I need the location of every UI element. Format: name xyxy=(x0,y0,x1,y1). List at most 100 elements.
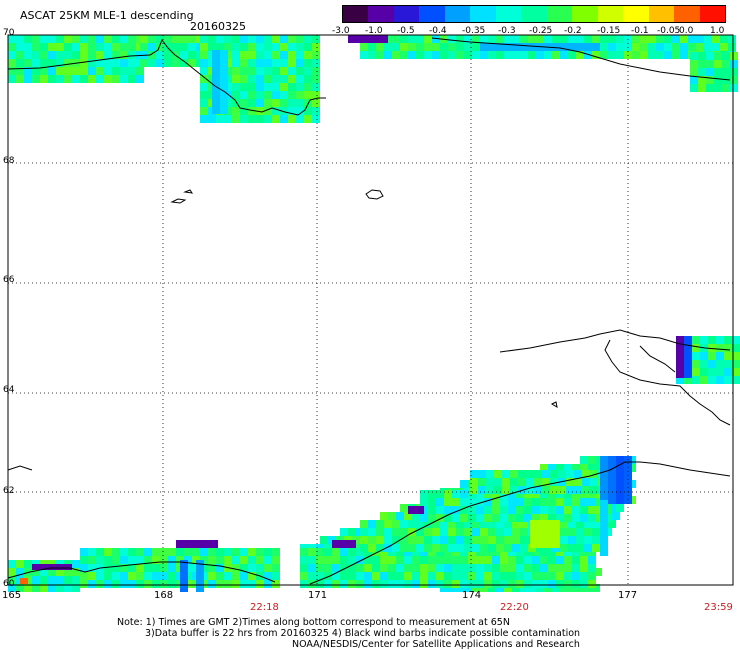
swath-cell xyxy=(714,76,722,84)
swath-cell xyxy=(540,498,548,506)
swath-cell xyxy=(200,83,208,91)
swath-cell xyxy=(560,544,568,552)
swath-cell xyxy=(564,498,572,506)
swath-cell xyxy=(316,548,324,556)
swath-cell xyxy=(120,59,128,67)
swath-cell xyxy=(468,498,476,506)
swath-cell xyxy=(716,376,724,384)
swath-cell xyxy=(8,75,16,83)
swath-cell xyxy=(240,115,248,123)
swath-cell xyxy=(16,51,24,59)
swath-cell xyxy=(316,580,324,588)
swath-cell xyxy=(440,43,448,51)
swath-cell xyxy=(376,520,384,528)
swath-cell xyxy=(8,51,16,59)
swath-cell xyxy=(420,498,428,506)
swath-cell xyxy=(120,548,128,556)
swath-cell xyxy=(616,456,624,464)
swath-cell xyxy=(560,43,568,51)
swath-cell xyxy=(216,556,224,564)
swath-cell xyxy=(608,464,616,472)
swath-cell xyxy=(272,99,280,107)
swath-cell xyxy=(392,35,400,43)
swath-cell xyxy=(484,564,492,572)
swath-cell xyxy=(580,580,588,588)
swath-cell xyxy=(600,500,608,508)
swath-cell xyxy=(180,560,188,568)
swath-cell xyxy=(256,556,264,564)
swath-cell xyxy=(600,472,608,480)
swath-cell xyxy=(552,43,560,51)
swath-cell xyxy=(120,572,128,580)
swath-cell xyxy=(468,514,476,522)
swath-cell xyxy=(428,564,436,572)
swath-cell xyxy=(416,528,424,536)
swath-cell xyxy=(384,544,392,552)
swath-cell xyxy=(168,548,176,556)
swath-cell xyxy=(272,572,280,580)
swath-cell xyxy=(300,548,308,556)
swath-cell xyxy=(48,568,56,576)
swath-cell xyxy=(448,43,456,51)
swath-cell xyxy=(340,564,348,572)
swath-cell xyxy=(196,576,204,584)
swath-cell xyxy=(312,51,320,59)
swath-cell xyxy=(200,59,208,67)
swath-cell xyxy=(592,43,600,51)
swath-cell xyxy=(558,470,566,478)
swath-cell xyxy=(400,35,408,43)
swath-cell xyxy=(416,51,424,59)
swath-cell xyxy=(288,91,296,99)
swath-cell xyxy=(184,548,192,556)
swath-cell xyxy=(648,43,656,51)
swath-cell xyxy=(516,506,524,514)
swath-cell xyxy=(582,478,590,486)
swath-cell xyxy=(428,572,436,580)
swath-cell xyxy=(264,51,272,59)
swath-cell xyxy=(148,51,156,59)
swath-cell xyxy=(416,43,424,51)
swath-cell xyxy=(120,51,128,59)
swath-cell xyxy=(40,576,48,584)
swath-cell xyxy=(676,336,684,378)
swath-cell xyxy=(180,568,188,576)
swath-cell xyxy=(600,532,608,540)
swath-cell xyxy=(256,59,264,67)
swath-cell xyxy=(536,51,544,59)
swath-cell xyxy=(448,528,456,536)
swath-cell xyxy=(420,564,428,572)
swath-cell xyxy=(180,59,188,67)
swath-cell xyxy=(212,50,220,58)
swath-cell xyxy=(216,35,224,43)
swath-cell xyxy=(576,51,584,59)
swath-cell xyxy=(248,580,256,588)
swath-cell xyxy=(160,572,168,580)
swath-cell xyxy=(172,43,180,51)
swath-cell xyxy=(312,115,320,123)
swath-cell xyxy=(364,556,372,564)
swath-cell xyxy=(348,556,356,564)
swath-cell xyxy=(494,478,502,486)
swath-cell xyxy=(608,472,616,480)
swath-cell xyxy=(112,572,120,580)
swath-cell xyxy=(556,580,564,588)
swath-cell xyxy=(600,540,608,548)
swath-cell xyxy=(140,59,148,67)
swath-cell xyxy=(732,368,740,376)
swath-cell xyxy=(80,564,88,572)
swath-cell xyxy=(600,508,608,516)
swath-cell xyxy=(540,556,548,564)
swath-cell xyxy=(420,490,428,498)
swath-cell xyxy=(448,520,456,528)
colorbar-segment xyxy=(572,6,598,22)
swath-cell xyxy=(590,470,598,478)
swath-cell xyxy=(72,75,80,83)
colorbar-segment xyxy=(597,6,624,22)
swath-cell xyxy=(272,75,280,83)
swath-cell xyxy=(572,506,580,514)
swath-cell xyxy=(224,556,232,564)
swath-cell xyxy=(512,528,520,536)
swath-cell xyxy=(508,498,516,506)
swath-cell xyxy=(574,478,582,486)
swath-cell xyxy=(592,528,600,536)
